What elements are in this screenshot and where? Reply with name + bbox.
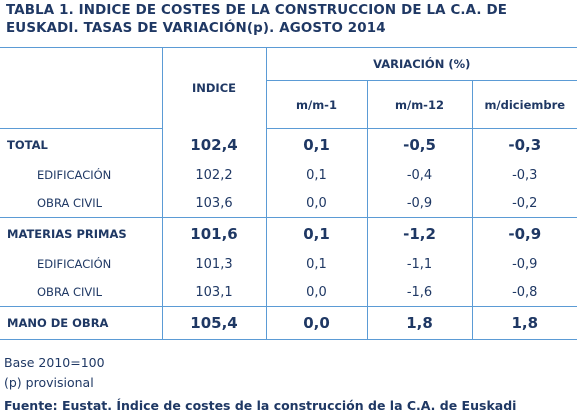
note-base: Base 2010=100 <box>4 355 105 370</box>
table-row-total: TOTAL 102,4 0,1 -0,5 -0,3 <box>0 128 578 161</box>
cell-mdic: -0,9 <box>471 250 578 278</box>
cell-mm1: 0,1 <box>265 161 367 189</box>
cell-mm12: -0,4 <box>366 161 472 189</box>
cell-mdic: -0,8 <box>471 278 578 307</box>
cell-mm1: 0,0 <box>265 306 367 340</box>
index-table: INDICE VARIACIÓN (%) m/m-1 m/m-12 m/dici… <box>0 48 578 340</box>
cell-mdic: -0,3 <box>471 161 578 189</box>
cell-indice: 101,6 <box>161 217 266 250</box>
cell-mm1: 0,0 <box>265 189 367 218</box>
cell-mdic: -0,2 <box>471 189 578 218</box>
table-row-edificacion: EDIFICACIÓN 101,3 0,1 -1,1 -0,9 <box>0 250 578 278</box>
table-title-line-1: TABLA 1. INDICE DE COSTES DE LA CONSTRUC… <box>6 3 508 18</box>
source-note: Fuente: Eustat. Índice de costes de la c… <box>4 398 517 413</box>
table-row-obra-civil: OBRA CIVIL 103,1 0,0 -1,6 -0,8 <box>0 278 578 307</box>
row-label: MANO DE OBRA <box>0 306 162 340</box>
row-label: TOTAL <box>7 138 48 152</box>
cell-mm12: -0,9 <box>366 189 472 218</box>
table-title-line-2: EUSKADI. TASAS DE VARIACIÓN(p). AGOSTO 2… <box>6 21 386 36</box>
cell-mm12: -1,6 <box>366 278 472 307</box>
cell-mm12: -0,5 <box>366 128 472 161</box>
header-mm1: m/m-1 <box>265 80 367 129</box>
table-row-edificacion: EDIFICACIÓN 102,2 0,1 -0,4 -0,3 <box>0 161 578 189</box>
cell-mdic: 1,8 <box>471 306 578 340</box>
cell-mdic: -0,9 <box>471 217 578 250</box>
cell-mm1: 0,1 <box>265 217 367 250</box>
header-mm12: m/m-12 <box>366 80 472 129</box>
cell-indice: 101,3 <box>161 250 266 278</box>
cell-indice: 105,4 <box>161 306 266 340</box>
header-indice: INDICE <box>161 48 266 129</box>
cell-mm12: -1,1 <box>366 250 472 278</box>
table-top-rule <box>0 47 577 48</box>
cell-indice: 103,1 <box>161 278 266 307</box>
table-row-materias-primas: MATERIAS PRIMAS 101,6 0,1 -1,2 -0,9 <box>0 217 578 250</box>
cell-mdic: -0,3 <box>471 128 578 161</box>
header-empty-cell <box>0 48 162 81</box>
cell-mm1: 0,0 <box>265 278 367 307</box>
table-title: TABLA 1. INDICE DE COSTES DE LA CONSTRUC… <box>6 2 572 38</box>
cell-mm1: 0,1 <box>265 250 367 278</box>
header-row-1: INDICE VARIACIÓN (%) <box>0 48 578 129</box>
cell-mm12: -1,2 <box>366 217 472 250</box>
cell-mm1: 0,1 <box>265 128 367 161</box>
row-label: MATERIAS PRIMAS <box>0 217 162 250</box>
table-row-mano-de-obra: MANO DE OBRA 105,4 0,0 1,8 1,8 <box>0 306 578 340</box>
header-variacion: VARIACIÓN (%) <box>265 48 578 81</box>
table-row-obra-civil: OBRA CIVIL 103,6 0,0 -0,9 -0,2 <box>0 189 578 218</box>
cell-indice: 103,6 <box>161 189 266 218</box>
header-empty-cell <box>0 80 162 129</box>
row-label: OBRA CIVIL <box>37 196 103 210</box>
row-label: EDIFICACIÓN <box>37 257 112 271</box>
row-label: EDIFICACIÓN <box>37 168 112 182</box>
cell-mm12: 1,8 <box>366 306 472 340</box>
header-mdic: m/diciembre <box>471 80 578 129</box>
note-provisional: (p) provisional <box>4 375 94 390</box>
header-row-2: m/m-1 m/m-12 m/diciembre <box>0 80 578 129</box>
cell-indice: 102,4 <box>161 128 266 161</box>
cell-indice: 102,2 <box>161 161 266 189</box>
row-label: OBRA CIVIL <box>37 285 103 299</box>
